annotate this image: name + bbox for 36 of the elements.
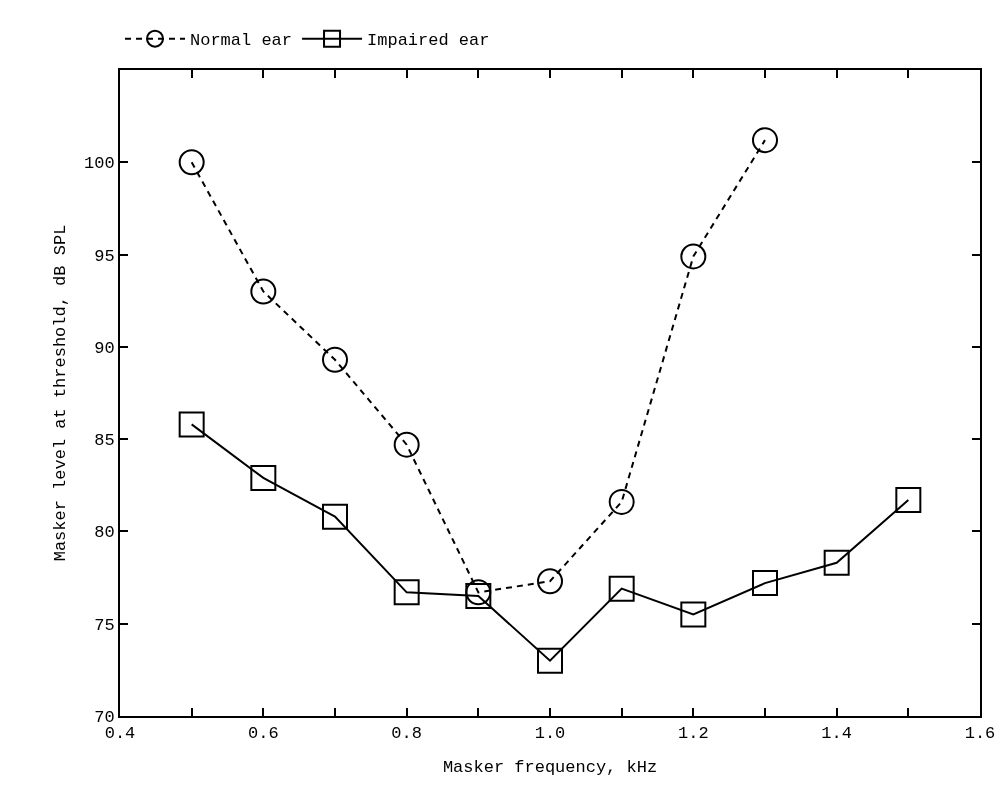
point bbox=[178, 411, 205, 438]
x-tick-label: 0.6 bbox=[248, 724, 279, 744]
legend-label: Normal ear bbox=[190, 31, 293, 51]
x-tick-label: 1.2 bbox=[678, 724, 709, 744]
point bbox=[393, 431, 420, 458]
y-tick-label: 100 bbox=[83, 154, 115, 174]
point bbox=[823, 549, 850, 576]
point bbox=[322, 503, 348, 530]
x-tick-label: 1.4 bbox=[821, 724, 852, 744]
y-tick-label: 95 bbox=[94, 246, 115, 266]
legend-label: Impaired ear bbox=[367, 31, 490, 51]
point bbox=[752, 570, 778, 597]
point bbox=[895, 487, 922, 514]
point bbox=[752, 127, 778, 154]
x-tick-label: 0.4 bbox=[104, 724, 136, 744]
point bbox=[322, 346, 348, 373]
x-tick-label: 1.6 bbox=[964, 724, 996, 744]
point bbox=[537, 647, 563, 674]
point bbox=[680, 243, 707, 270]
point bbox=[537, 568, 563, 595]
point bbox=[250, 278, 277, 305]
point bbox=[680, 601, 707, 628]
point bbox=[178, 149, 205, 176]
point bbox=[608, 488, 635, 515]
y-tick-label: 75 bbox=[94, 615, 115, 635]
y-tick-label: 70 bbox=[94, 707, 115, 727]
point bbox=[250, 464, 277, 491]
x-tick-label: 0.8 bbox=[391, 724, 422, 744]
y-axis-title: Masker level at threshold, dB SPL bbox=[51, 224, 71, 562]
x-tick-label: 1.0 bbox=[534, 724, 566, 744]
point bbox=[393, 579, 420, 606]
x-axis-title: Masker frequency, kHz bbox=[442, 758, 658, 778]
y-tick-label: 85 bbox=[94, 431, 115, 451]
y-tick-label: 90 bbox=[94, 338, 115, 358]
y-tick-label: 80 bbox=[94, 523, 115, 543]
point bbox=[608, 575, 635, 602]
